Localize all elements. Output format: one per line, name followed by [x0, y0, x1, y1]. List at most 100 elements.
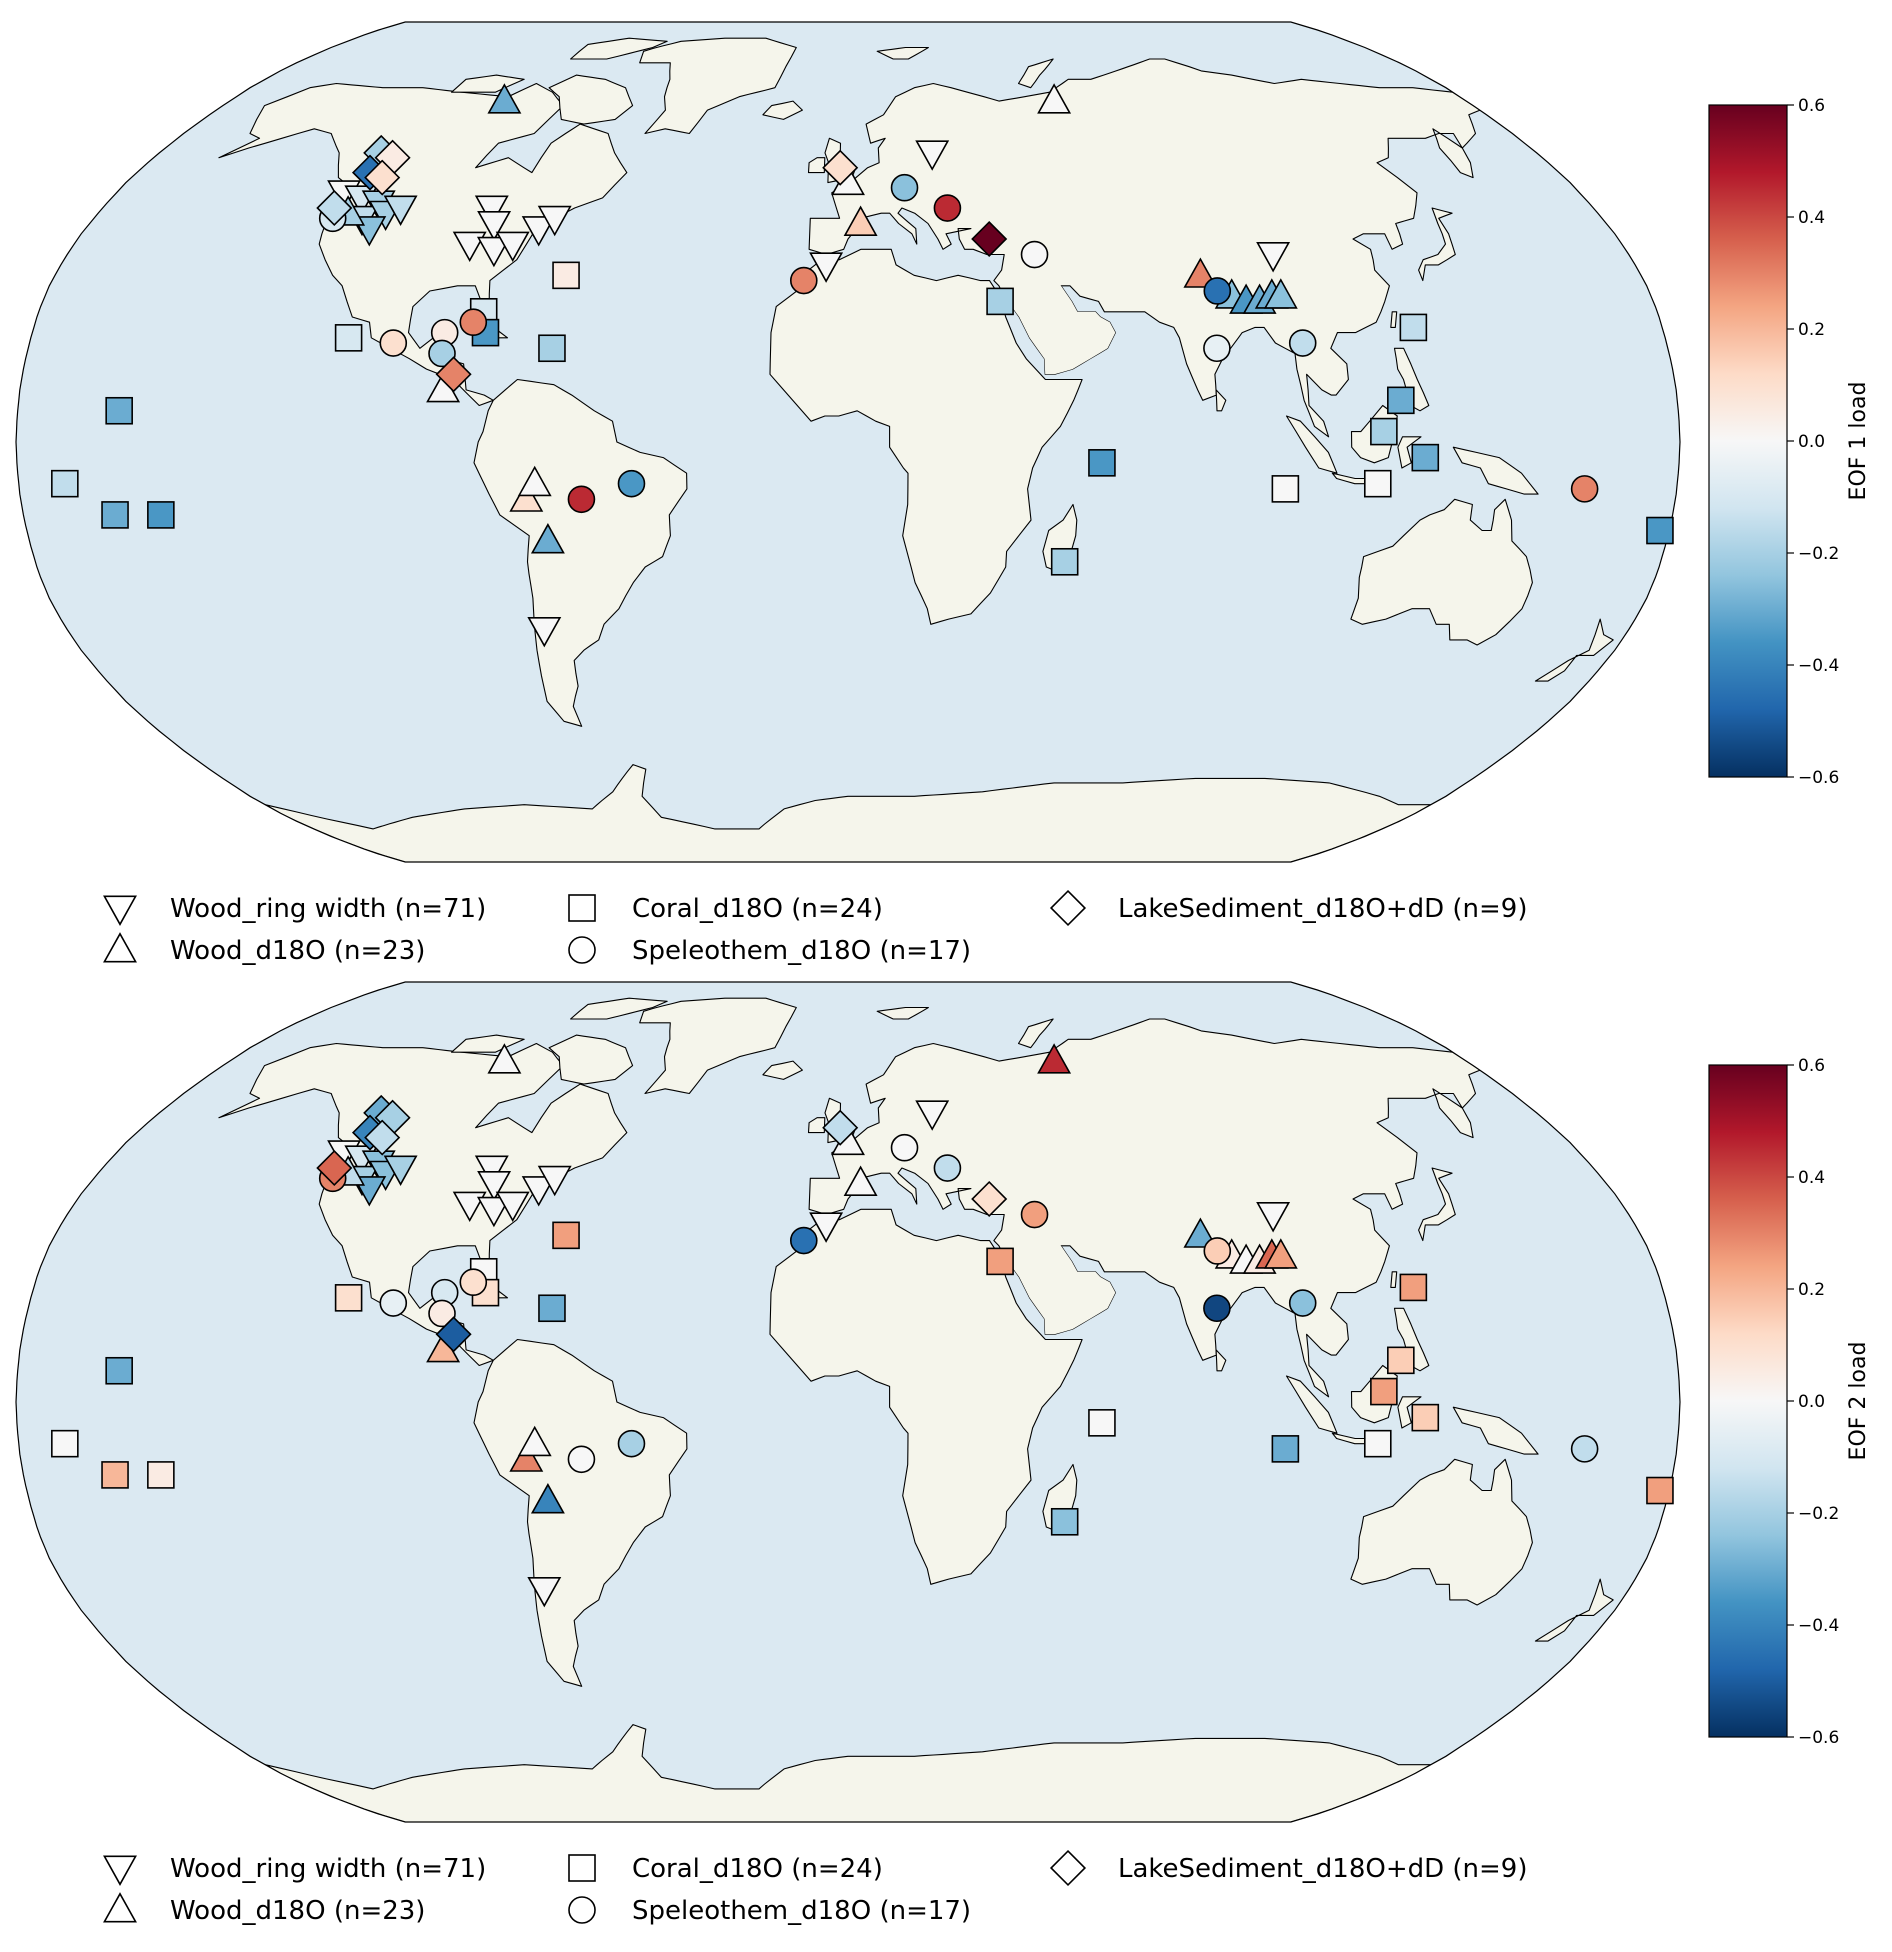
diamond-icon [1049, 889, 1087, 927]
site-marker-wood-d18o [1263, 278, 1298, 309]
site-marker-wood-rw [521, 1176, 556, 1207]
site-marker-lake [822, 1109, 859, 1146]
land-africa [769, 1208, 1083, 1585]
site-marker-lake [822, 149, 859, 186]
site-marker-wood-d18o [1037, 1043, 1072, 1074]
site-marker-wood-d18o [487, 83, 522, 114]
site-marker-coral [51, 469, 79, 498]
legend: Wood_ring width (n=71) Wood_d18O (n=23) Co… [103, 1849, 1528, 1926]
site-marker-speleo [428, 1299, 456, 1328]
circle-icon [568, 1896, 596, 1924]
map-ocean [16, 22, 1680, 862]
site-marker-speleo [1570, 475, 1599, 503]
land-greenland [639, 997, 797, 1095]
land-greenland [639, 37, 797, 135]
site-marker-coral [1399, 313, 1428, 342]
site-marker-lake [971, 220, 1008, 258]
site-marker-coral [1387, 1346, 1415, 1375]
legend-label: Wood_ring width (n=71) [170, 1854, 486, 1884]
site-marker-coral [51, 1429, 79, 1458]
site-marker-coral [538, 334, 566, 363]
land-ellesmere [570, 997, 668, 1020]
site-marker-lake [316, 1149, 353, 1187]
site-marker-coral [1088, 449, 1116, 477]
square-icon [568, 894, 596, 922]
land-ireland [807, 157, 826, 174]
colorbar-tick-label: 0.2 [1798, 1280, 1825, 1300]
site-marker-wood-rw [452, 231, 487, 263]
site-marker-speleo [567, 1445, 596, 1474]
land-sri-lanka [1215, 1349, 1227, 1372]
colorbar-gradient [1708, 104, 1788, 778]
site-marker-coral [986, 287, 1014, 316]
land-taiwan [1390, 1271, 1398, 1288]
diamond-icon [1049, 1849, 1087, 1887]
land-iceland [762, 1060, 803, 1080]
site-marker-speleo [789, 266, 818, 295]
site-marker-coral [105, 396, 133, 425]
site-marker-wood-d18o [530, 523, 565, 554]
site-marker-speleo [933, 194, 962, 222]
colorbar-label: EOF 2 load [1846, 1342, 1871, 1461]
site-marker-wood-rw [452, 1191, 487, 1223]
site-marker-coral [1399, 1273, 1428, 1302]
site-marker-wood-rw [537, 1165, 572, 1197]
site-marker-wood-rw [476, 1196, 511, 1228]
colorbar-tick-label: −0.2 [1798, 1504, 1839, 1524]
site-marker-wood-rw [527, 1577, 562, 1608]
site-marker-speleo [428, 339, 456, 368]
site-markers [51, 1043, 1674, 1608]
legend-label: LakeSediment_d18O+dD (n=9) [1118, 1854, 1528, 1884]
legend-label: Wood_ring width (n=71) [170, 894, 486, 924]
site-marker-speleo [1570, 1435, 1599, 1463]
site-marker-coral [1050, 547, 1079, 576]
site-marker-speleo [1020, 1200, 1049, 1229]
land-sumatra [1285, 1375, 1338, 1434]
colorbar: 0.6 0.4 0.2 0.0 −0.2 −0.4 −0.6 [1708, 96, 1839, 788]
site-marker-speleo [1203, 1237, 1232, 1265]
triangle-up-icon [103, 932, 137, 963]
site-marker-coral [101, 1461, 129, 1489]
triangle-up-icon [103, 1892, 137, 1923]
land-new-zealand [1534, 1578, 1614, 1642]
legend: Wood_ring width (n=71) Wood_d18O (n=23) Co… [103, 889, 1528, 966]
land-japan [1418, 1167, 1456, 1242]
colorbar-tick-label: −0.2 [1798, 544, 1839, 564]
circle-icon [568, 936, 596, 964]
land-philippines [1393, 347, 1430, 412]
site-marker-coral [552, 1221, 580, 1250]
legend-label: Coral_d18O (n=24) [632, 1854, 883, 1884]
site-marker-lake [316, 189, 353, 227]
site-marker-wood-rw [383, 1155, 418, 1186]
map-land [218, 37, 1614, 862]
site-marker-lake [435, 356, 472, 393]
panel-eof2: 0.6 0.4 0.2 0.0 −0.2 −0.4 −0.6 EOF 2 load Wood… [15, 981, 1871, 1926]
site-marker-coral [1271, 1435, 1300, 1463]
site-marker-coral [334, 1284, 363, 1312]
triangle-down-icon [103, 1855, 137, 1886]
site-marker-wood-d18o [1263, 1238, 1298, 1269]
site-marker-lake [364, 1119, 401, 1156]
site-marker-speleo [933, 1154, 962, 1182]
site-marker-wood-d18o [517, 1425, 552, 1457]
site-marker-wood-d18o [509, 1441, 544, 1472]
land-victoria-island [451, 1034, 525, 1053]
land-novaya-zemlya [1017, 58, 1054, 89]
land-arabia-fill [1003, 275, 1116, 375]
land-antarctica [264, 764, 1432, 862]
site-marker-speleo [617, 1429, 646, 1458]
land-iceland [762, 100, 803, 120]
site-marker-wood-rw [521, 216, 556, 247]
site-marker-wood-rw [476, 236, 511, 268]
site-marker-coral [1646, 1476, 1674, 1505]
land-sulawesi [1397, 436, 1422, 469]
land-svalbard [876, 1006, 929, 1020]
land-baffin [548, 1034, 634, 1085]
colorbar-label: EOF 1 load [1846, 382, 1871, 501]
land-new-zealand [1534, 618, 1614, 682]
land-svalbard [876, 46, 929, 60]
land-new-guinea [1452, 1406, 1539, 1455]
site-marker-wood-rw [527, 616, 562, 648]
map-outline [15, 981, 1681, 1823]
